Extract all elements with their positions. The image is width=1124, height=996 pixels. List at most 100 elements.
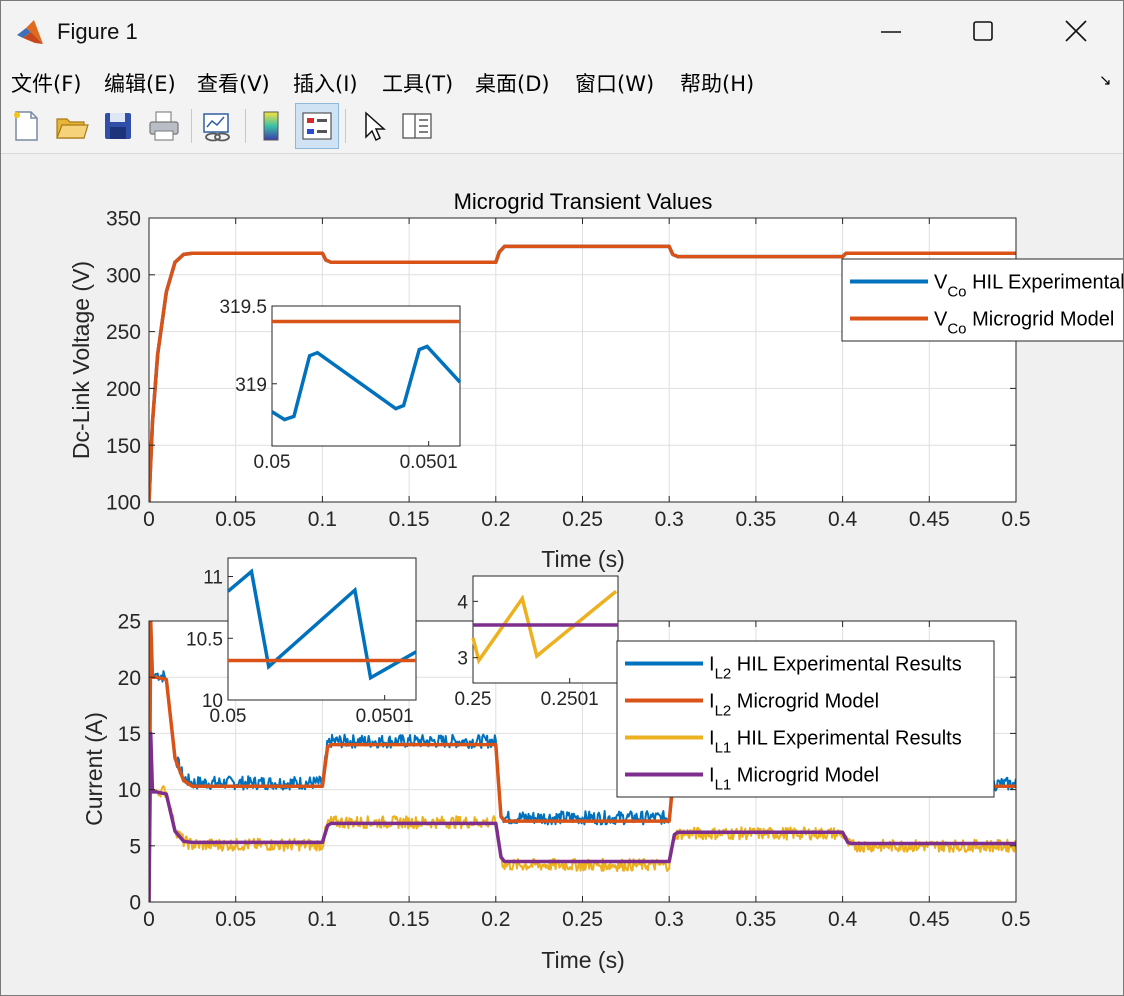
inset-x-tick-label: 0.0501 [356, 706, 414, 727]
toolbar-separator [191, 109, 192, 143]
save-icon[interactable] [99, 107, 137, 145]
inset-y-tick-label: 11 [203, 568, 223, 589]
voltage-plot: 0 0.05 0.1 0.15 0.2 0.25 0.3 0.35 0.4 0.45 0.5 100 1… [68, 189, 1123, 572]
y-tick-label: 5 [129, 835, 141, 858]
legend-label-text: HIL Experimental Results [731, 654, 961, 676]
y-tick-label: 20 [118, 667, 141, 690]
inset-y-tick-label: 319 [235, 375, 267, 396]
toolbar [1, 99, 1123, 154]
inset-x-tick-label: 0.05 [210, 706, 247, 727]
minimize-button[interactable] [867, 11, 915, 51]
legend-label-subscript: L2 [715, 666, 732, 683]
title-bar[interactable]: Figure 1 [1, 1, 1123, 63]
toolbar-separator [245, 109, 246, 143]
x-tick-label: 0.4 [828, 508, 858, 531]
edit-plot-arrow-icon[interactable] [355, 107, 393, 145]
menu-window[interactable]: 窗口(W) [575, 72, 655, 96]
property-inspector-icon[interactable] [398, 107, 436, 145]
x-tick-label: 0.15 [389, 908, 430, 931]
legend-label-text: Microgrid Model [731, 765, 879, 787]
y-tick-label: 25 [118, 611, 141, 634]
menu-tools[interactable]: 工具(T) [382, 72, 454, 96]
legend-label-subscript: Co [947, 321, 966, 338]
inset-y-tick-label: 319.5 [219, 297, 267, 318]
inset-y-tick-label: 3 [457, 649, 468, 670]
legend-label: IL1 Microgrid Model [709, 765, 879, 794]
inset-frame [271, 305, 461, 447]
legend-label-subscript: L1 [715, 740, 732, 757]
x-tick-label: 0 [143, 508, 155, 531]
x-tick-label: 0.2 [481, 908, 510, 931]
y-tick-label: 350 [106, 208, 141, 231]
x-tick-label: 0.05 [215, 508, 256, 531]
new-figure-icon[interactable] [7, 107, 45, 145]
figure-canvas: 0 0.05 0.1 0.15 0.2 0.25 0.3 0.35 0.4 0.45 0.51001… [68, 189, 1123, 973]
legend-label-text: Microgrid Model [967, 309, 1115, 331]
legend-label: IL1 HIL Experimental Results [709, 728, 962, 757]
link-plot-icon[interactable] [198, 107, 236, 145]
inset-x-tick-label: 0.0501 [400, 452, 458, 473]
window-title: Figure 1 [57, 19, 138, 44]
x-tick-label: 0.3 [655, 508, 684, 531]
inset-x-tick-label: 0.25 [455, 689, 492, 710]
insert-colorbar-icon[interactable] [252, 107, 290, 145]
y-tick-label: 10 [118, 779, 141, 802]
legend-label-main: I [709, 728, 715, 750]
maximize-button[interactable] [959, 11, 1007, 51]
y-tick-label: 15 [118, 723, 141, 746]
x-tick-label: 0.25 [562, 508, 603, 531]
legend-label: VCo HIL Experimental Results [934, 272, 1123, 301]
x-tick-label: 0.2 [481, 508, 510, 531]
inset-y-tick-label: 10.5 [186, 629, 223, 650]
x-tick-label: 0.25 [562, 908, 603, 931]
close-button[interactable] [1052, 11, 1100, 51]
current-plot: 0 0.05 0.1 0.15 0.2 0.25 0.3 0.35 0.4 0.45 0.5 0 5 10… [81, 557, 1031, 973]
y-axis-label: Current (A) [81, 712, 107, 826]
y-tick-label: 300 [106, 264, 141, 287]
x-tick-label: 0.3 [655, 908, 684, 931]
open-file-icon[interactable] [53, 107, 91, 145]
x-tick-label: 0.5 [1001, 908, 1030, 931]
menu-file[interactable]: 文件(F) [11, 72, 82, 96]
y-tick-label: 150 [106, 435, 141, 458]
legend-label-main: V [934, 272, 948, 294]
x-tick-label: 0.45 [909, 508, 950, 531]
x-tick-label: 0 [143, 908, 155, 931]
menu-insert[interactable]: 插入(I) [293, 72, 358, 96]
menu-desktop[interactable]: 桌面(D) [475, 72, 550, 96]
inset-frame [472, 575, 619, 684]
legend-label: VCo Microgrid Model [934, 309, 1114, 338]
y-tick-label: 100 [106, 492, 141, 515]
insert-legend-icon[interactable] [298, 107, 336, 145]
inset-x-tick-label: 0.2501 [541, 689, 599, 710]
inset-y-tick-label: 4 [457, 592, 468, 613]
dock-arrow-icon[interactable]: ↘ [1099, 72, 1112, 89]
minimize-icon [881, 31, 901, 33]
legend-label-main: I [709, 765, 715, 787]
legend-label-subscript: L2 [715, 703, 732, 720]
y-tick-label: 0 [129, 892, 141, 915]
x-tick-label: 0.1 [308, 508, 337, 531]
y-tick-label: 250 [106, 321, 141, 344]
legend-label-text: HIL Experimental Results [967, 272, 1123, 294]
close-icon [1065, 20, 1087, 42]
menu-view[interactable]: 查看(V) [197, 72, 270, 96]
chart-title: Microgrid Transient Values [454, 189, 713, 214]
inset-series-line [226, 568, 417, 681]
inset-frame [227, 557, 417, 701]
x-tick-label: 0.5 [1001, 508, 1030, 531]
y-tick-label: 200 [106, 378, 141, 401]
x-axis-label: Time (s) [541, 947, 624, 973]
series-line [149, 731, 1016, 902]
legend-label-main: I [709, 691, 715, 713]
x-tick-label: 0.35 [735, 908, 776, 931]
legend-label-main: I [709, 654, 715, 676]
menu-help[interactable]: 帮助(H) [680, 72, 755, 96]
matlab-logo-icon [17, 20, 43, 44]
toolbar-separator [345, 109, 346, 143]
menu-edit[interactable]: 编辑(E) [104, 72, 176, 96]
series-line [149, 244, 1016, 502]
print-icon[interactable] [145, 107, 183, 145]
inset-series-line [271, 344, 462, 422]
